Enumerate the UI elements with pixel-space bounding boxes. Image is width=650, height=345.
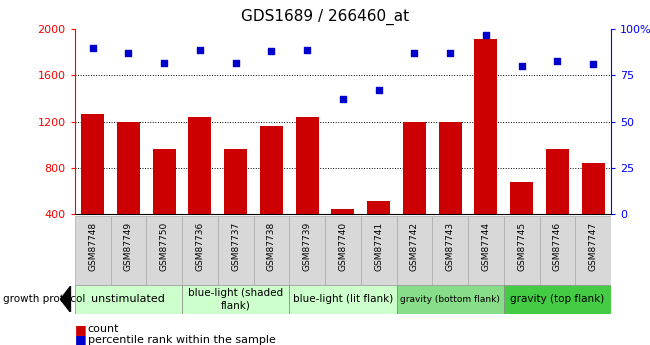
Point [373,88,384,93]
Point [195,47,205,52]
Point [124,51,134,56]
Text: blue-light (lit flank): blue-light (lit flank) [292,294,393,304]
Bar [289,285,396,314]
Bar [510,181,533,260]
Bar [260,126,283,260]
Text: GDS1689 / 266460_at: GDS1689 / 266460_at [241,9,409,25]
Bar [367,201,390,260]
Text: GSM87746: GSM87746 [553,222,562,271]
Point [552,58,563,63]
Bar [396,285,504,314]
Bar [81,114,104,260]
Text: GSM87749: GSM87749 [124,222,133,271]
Text: GSM87737: GSM87737 [231,222,240,271]
Text: GSM87743: GSM87743 [446,222,454,271]
Text: gravity (top flank): gravity (top flank) [510,294,604,304]
Bar [504,285,611,314]
Text: GSM87739: GSM87739 [303,222,311,271]
Bar [540,216,575,285]
Bar [111,216,146,285]
Text: ■: ■ [75,323,86,336]
Point [266,49,277,54]
Text: GSM87747: GSM87747 [589,222,597,271]
Text: ■: ■ [75,333,86,345]
Point [445,51,455,56]
Text: count: count [88,325,119,334]
Point [410,51,420,56]
Bar [332,209,354,260]
Bar [254,216,289,285]
Bar [403,122,426,260]
Bar [468,216,504,285]
Bar [439,122,462,260]
Bar [325,216,361,285]
Text: GSM87738: GSM87738 [267,222,276,271]
Point [302,47,312,52]
Text: unstimulated: unstimulated [92,294,165,304]
Bar [361,216,396,285]
Point [588,62,598,67]
Polygon shape [60,286,70,312]
Bar [546,149,569,260]
Bar [146,216,182,285]
Text: gravity (bottom flank): gravity (bottom flank) [400,295,500,304]
Point [516,63,526,69]
Bar [474,39,497,260]
Bar [575,216,611,285]
Point [87,45,98,51]
Bar [117,122,140,260]
Text: GSM87745: GSM87745 [517,222,526,271]
Bar [289,216,325,285]
Bar [75,285,182,314]
Text: GSM87741: GSM87741 [374,222,383,271]
Bar [432,216,468,285]
Bar [182,285,289,314]
Bar [504,216,540,285]
Bar [75,216,110,285]
Bar [396,216,432,285]
Bar [218,216,254,285]
Text: GSM87742: GSM87742 [410,222,419,271]
Bar [182,216,218,285]
Text: GSM87740: GSM87740 [339,222,347,271]
Text: GSM87750: GSM87750 [160,222,168,271]
Point [338,97,348,102]
Text: percentile rank within the sample: percentile rank within the sample [88,335,276,345]
Point [481,32,491,38]
Text: GSM87736: GSM87736 [196,222,204,271]
Bar [296,117,318,260]
Text: GSM87744: GSM87744 [482,222,490,271]
Bar [153,149,176,260]
Text: growth protocol: growth protocol [3,294,86,304]
Bar [224,149,247,260]
Point [230,60,240,65]
Text: GSM87748: GSM87748 [88,222,97,271]
Bar [582,163,604,260]
Text: blue-light (shaded
flank): blue-light (shaded flank) [188,288,283,310]
Point [159,60,169,65]
Bar [188,117,211,260]
